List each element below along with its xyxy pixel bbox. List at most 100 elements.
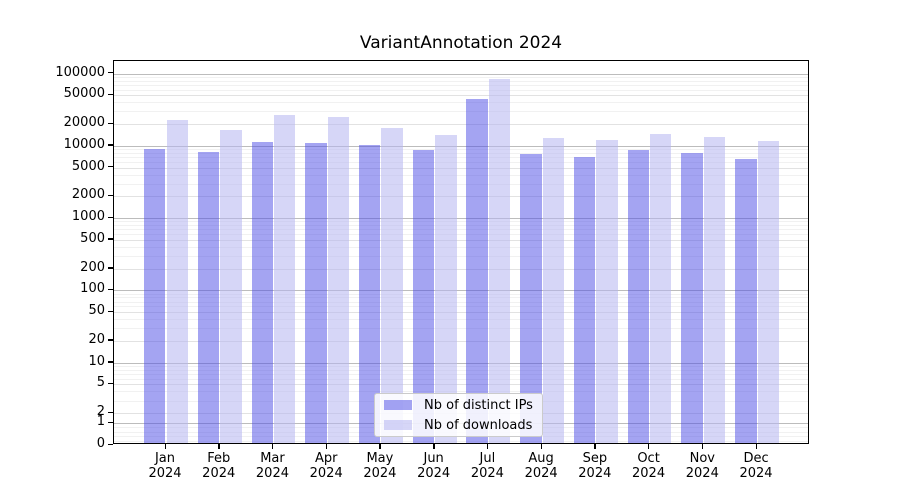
y-tick-label: 0	[96, 436, 105, 451]
y-tick-mark	[108, 216, 113, 218]
gridline-major	[114, 362, 808, 364]
gridline-minor	[114, 225, 808, 227]
x-tick-label: Feb 2024	[187, 451, 251, 481]
y-tick-mark	[108, 310, 113, 313]
bar-distinct-ips	[359, 144, 381, 443]
gridline-labeled	[114, 239, 808, 241]
y-tick-mark	[108, 238, 113, 240]
y-tick-mark	[108, 166, 113, 168]
y-tick-label: 50	[88, 303, 105, 319]
gridline-minor	[114, 183, 808, 185]
x-tick-month: Aug	[528, 451, 554, 466]
gridline-minor	[114, 156, 808, 158]
y-tick-label: 5	[96, 375, 105, 391]
x-tick-mark	[325, 444, 328, 449]
y-tick-label: 1	[96, 414, 105, 429]
gridline-minor	[114, 293, 808, 295]
bar-downloads	[703, 137, 726, 443]
gridline-minor	[114, 80, 808, 82]
x-tick-mark	[540, 444, 542, 449]
x-tick-month: Apr	[314, 451, 338, 466]
bar-distinct-ips	[627, 149, 650, 443]
x-tick-month: Jan	[154, 451, 176, 466]
legend-entry-downloads: Nb of downloads	[375, 417, 542, 434]
bar-downloads	[650, 133, 672, 443]
y-tick-mark	[108, 122, 113, 124]
y-tick-label: 20000	[63, 115, 105, 131]
y-tick-mark	[108, 72, 113, 74]
gridline-minor	[114, 369, 808, 371]
x-tick-year: 2024	[255, 466, 289, 481]
x-tick-label: Sep 2024	[563, 451, 627, 481]
gridline-major	[114, 218, 808, 220]
gridline-labeled	[114, 384, 808, 386]
gridline-minor	[114, 152, 808, 154]
bar-downloads	[542, 138, 564, 443]
bar-downloads	[327, 116, 350, 443]
gridline-minor	[114, 229, 808, 231]
gridline-major	[114, 145, 808, 147]
y-tick-label: 200	[80, 259, 105, 275]
x-tick-month: Feb	[207, 451, 231, 466]
bar-downloads	[488, 78, 511, 443]
gridline-labeled	[114, 312, 808, 314]
gridline-minor	[114, 161, 808, 163]
x-tick-mark	[648, 444, 650, 449]
gridline-minor	[114, 297, 808, 299]
y-tick-label: 500	[80, 230, 105, 246]
bar-downloads	[166, 120, 188, 443]
y-tick-mark	[108, 339, 113, 341]
bar-distinct-ips	[681, 152, 703, 443]
y-tick-mark	[108, 267, 113, 269]
x-tick-label: Aug 2024	[509, 451, 573, 481]
x-tick-label: Apr 2024	[294, 451, 358, 481]
legend-swatch-downloads	[384, 420, 412, 430]
x-tick-label: Dec 2024	[724, 451, 788, 481]
gridline-minor	[114, 319, 808, 321]
x-tick-mark	[164, 444, 166, 449]
x-tick-mark	[486, 444, 489, 449]
x-tick-year: 2024	[148, 466, 182, 481]
x-tick-month: Jun	[423, 451, 444, 466]
legend-label-downloads: Nb of downloads	[424, 417, 533, 433]
y-tick-label: 1000	[71, 209, 105, 225]
y-tick-label: 20	[88, 331, 105, 347]
bar-downloads	[273, 114, 296, 443]
x-tick-year: 2024	[578, 466, 612, 481]
y-tick-label: 10000	[63, 136, 105, 152]
bar-distinct-ips	[520, 154, 542, 443]
x-tick-mark	[379, 444, 381, 449]
bar-distinct-ips	[305, 143, 327, 443]
y-tick-mark	[108, 288, 113, 291]
x-tick-mark	[701, 444, 704, 449]
x-tick-mark	[594, 444, 596, 449]
bar-distinct-ips	[144, 149, 166, 443]
y-tick-label: 50000	[63, 86, 105, 102]
y-tick-mark	[108, 361, 113, 363]
x-tick-month: Sep	[582, 451, 608, 466]
gridline-minor	[114, 174, 808, 176]
x-tick-month: May	[366, 451, 394, 466]
gridline-minor	[114, 391, 808, 393]
y-tick-label: 100	[80, 281, 105, 297]
y-tick-mark	[108, 411, 113, 414]
bar-downloads	[596, 140, 618, 443]
x-tick-mark	[271, 444, 274, 449]
gridline-minor	[114, 366, 808, 367]
y-tick-label: 10	[88, 353, 105, 369]
y-tick-label: 100000	[55, 64, 105, 80]
bar-distinct-ips	[412, 150, 435, 443]
legend-entry-distinct-ips: Nb of distinct IPs	[375, 397, 542, 414]
chart-title: VariantAnnotation 2024	[359, 33, 563, 53]
y-tick-mark	[108, 382, 113, 385]
y-tick-label: 2	[96, 404, 105, 420]
x-tick-year: 2024	[632, 466, 666, 481]
x-tick-month: Oct	[637, 451, 660, 466]
x-tick-label: Oct 2024	[617, 451, 681, 481]
x-tick-year: 2024	[470, 466, 504, 481]
gridline-labeled	[114, 95, 808, 97]
x-tick-label: Jun 2024	[402, 451, 466, 481]
y-tick-label: 2000	[71, 187, 105, 203]
gridline-labeled	[114, 268, 808, 270]
x-tick-label: Jul 2024	[455, 451, 519, 481]
